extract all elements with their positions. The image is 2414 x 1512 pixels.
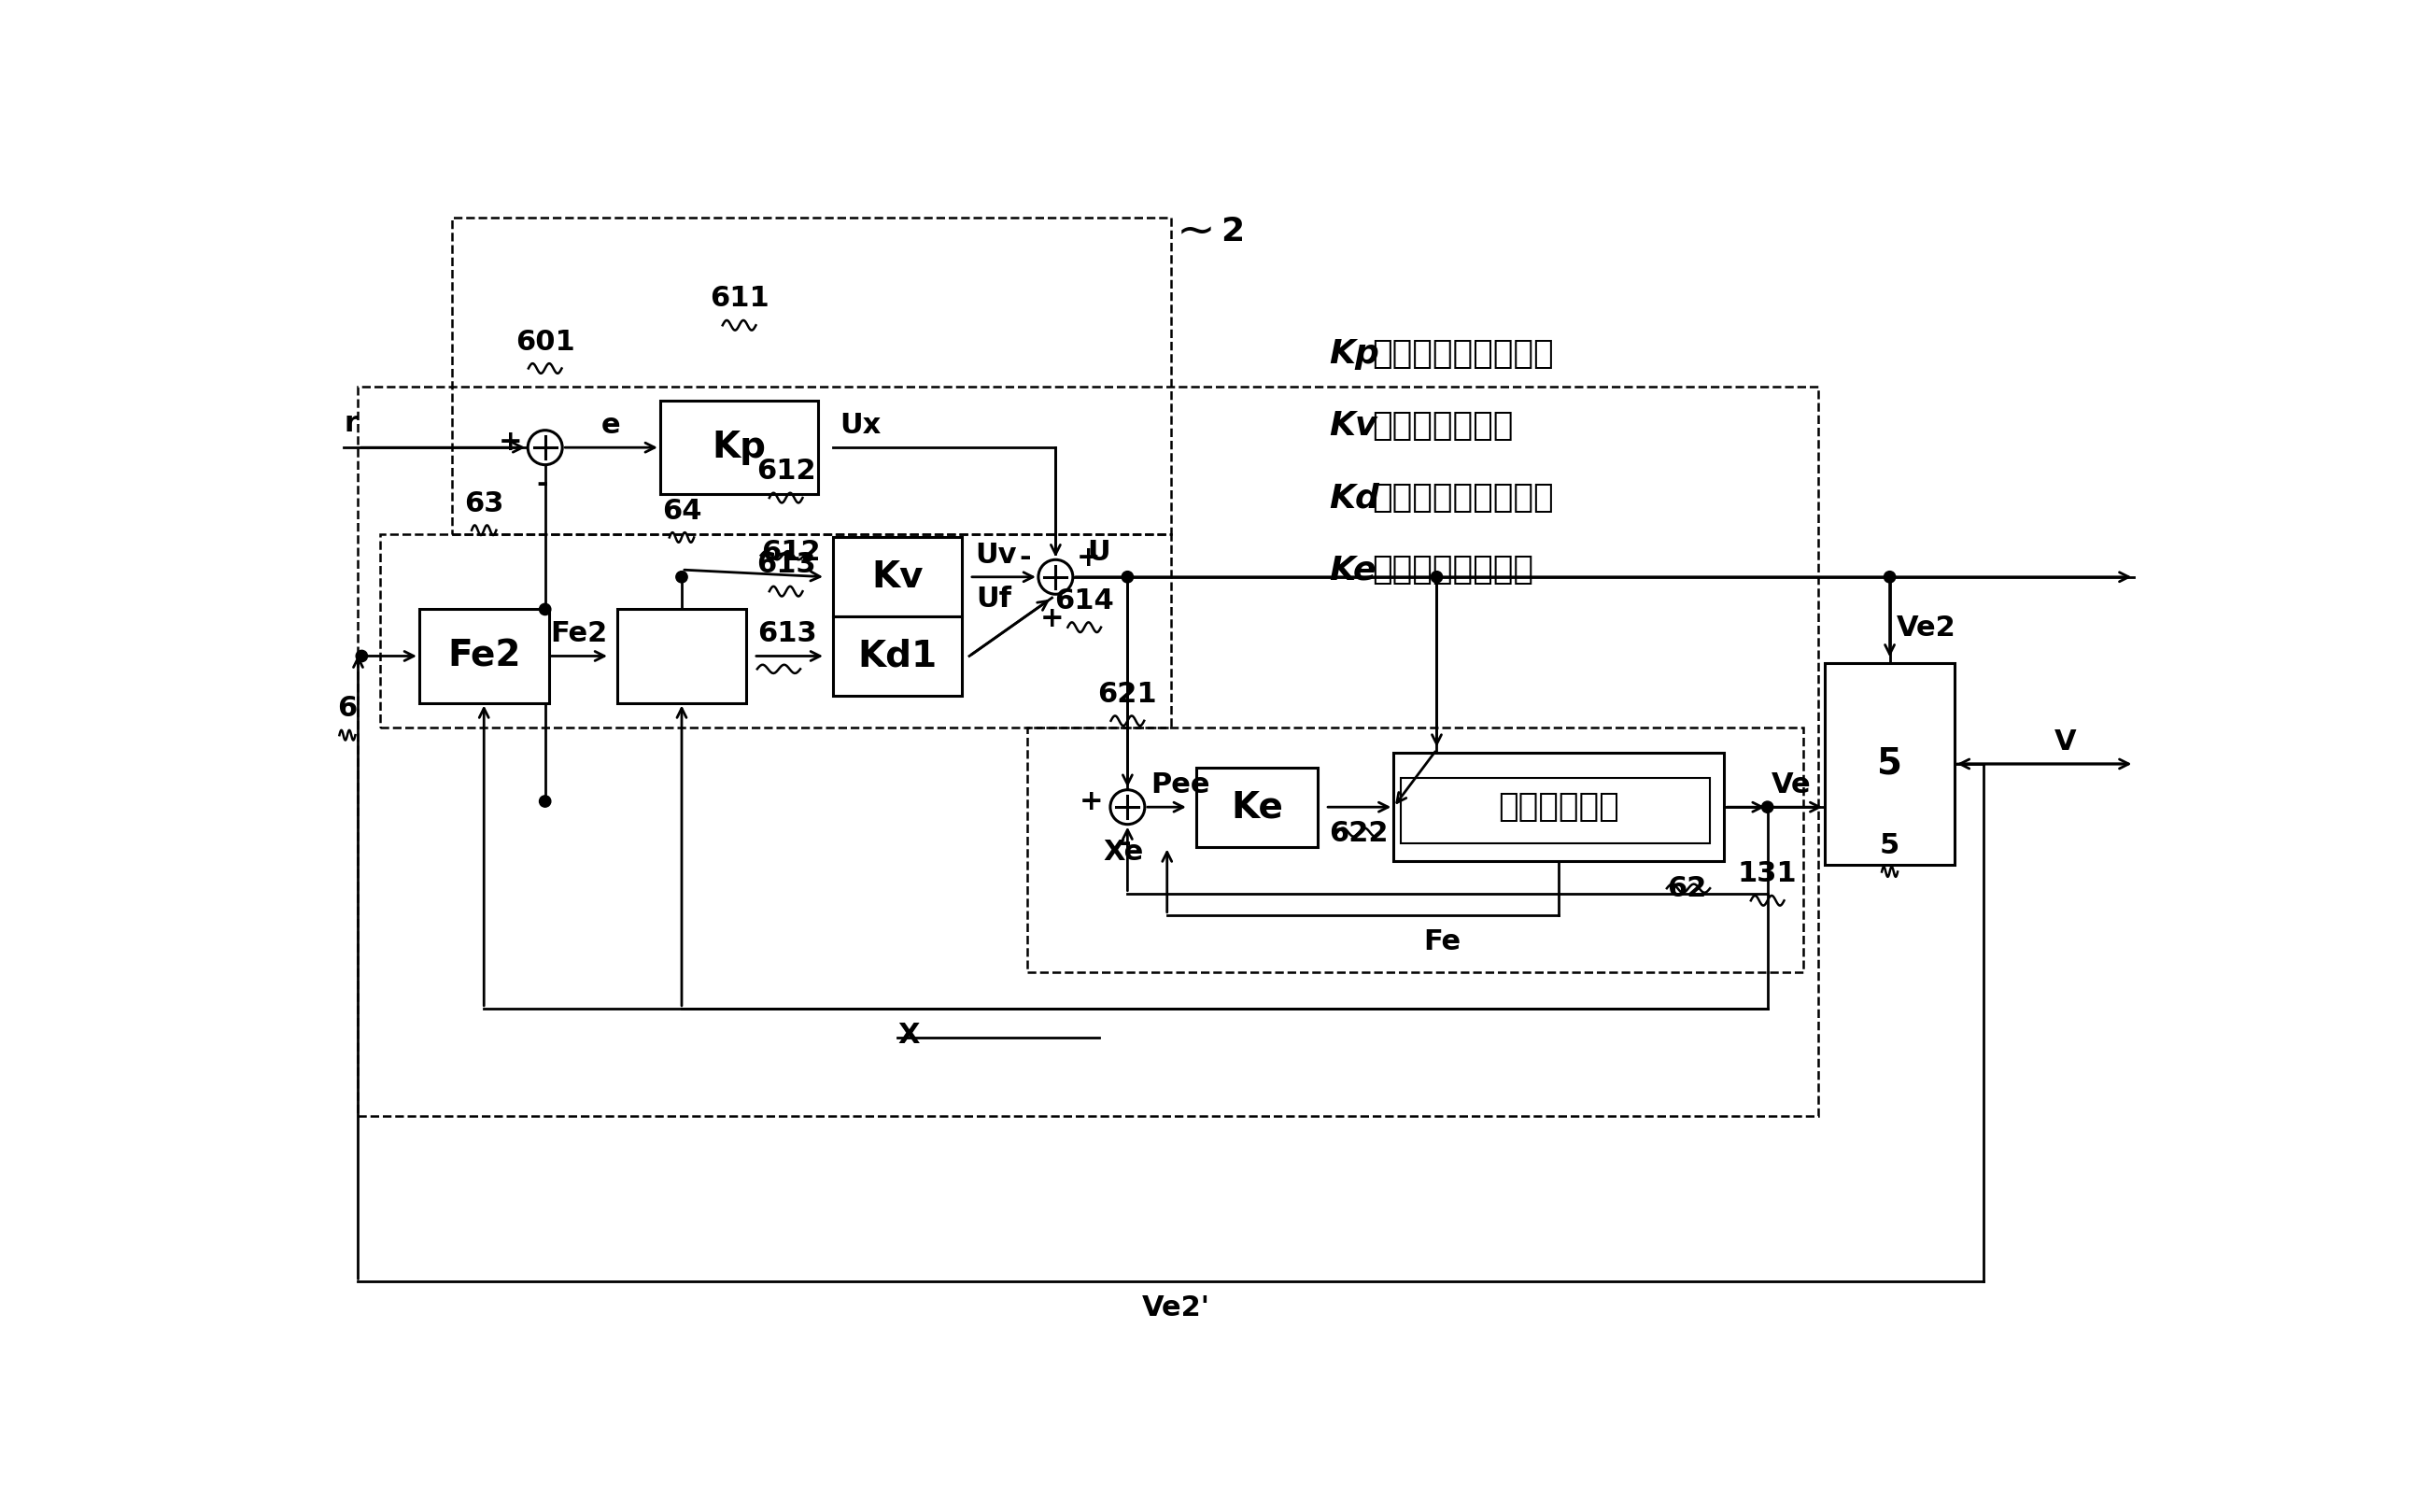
Text: Pee: Pee <box>1151 771 1209 798</box>
Text: e: e <box>601 411 620 438</box>
Text: 613: 613 <box>758 620 816 647</box>
Text: 613: 613 <box>756 552 816 579</box>
Bar <box>420 609 548 703</box>
Circle shape <box>529 431 562 464</box>
Text: X: X <box>898 1022 920 1048</box>
Text: 622: 622 <box>1330 820 1388 847</box>
Bar <box>833 537 963 617</box>
Circle shape <box>676 572 688 582</box>
Bar <box>1026 727 1803 972</box>
Text: 5: 5 <box>1878 747 1902 782</box>
Text: 614: 614 <box>1055 587 1115 614</box>
Circle shape <box>1123 572 1132 582</box>
Text: ：速度反馈增益: ：速度反馈增益 <box>1371 410 1514 442</box>
Bar <box>1400 779 1709 844</box>
Text: -: - <box>1019 544 1031 572</box>
Text: 64: 64 <box>661 497 702 525</box>
Text: +: + <box>1079 788 1103 815</box>
Text: Fe2: Fe2 <box>550 620 608 647</box>
Circle shape <box>1110 789 1144 824</box>
Bar <box>1825 664 1955 865</box>
Circle shape <box>538 795 550 807</box>
Text: 62: 62 <box>1666 875 1707 903</box>
Text: +: + <box>497 429 521 457</box>
Text: V: V <box>2054 729 2076 756</box>
Text: 612: 612 <box>760 540 821 565</box>
Text: Kp: Kp <box>1328 339 1378 370</box>
Text: 612: 612 <box>756 458 816 485</box>
Text: Kv: Kv <box>871 559 922 594</box>
Text: 601: 601 <box>514 328 575 355</box>
Text: Fe2: Fe2 <box>447 638 521 674</box>
Text: Ke: Ke <box>1231 789 1282 826</box>
Circle shape <box>355 650 367 662</box>
Text: Kd: Kd <box>1328 482 1378 514</box>
Text: Kp: Kp <box>712 429 765 466</box>
Bar <box>1393 753 1724 860</box>
Circle shape <box>1432 572 1444 582</box>
Bar <box>618 609 746 703</box>
Text: Kv: Kv <box>1328 410 1376 442</box>
Text: 控制对象模块: 控制对象模块 <box>1499 791 1620 823</box>
Text: ：位置误差反馈增益: ：位置误差反馈增益 <box>1371 339 1555 370</box>
Circle shape <box>1762 801 1774 813</box>
Text: Ux: Ux <box>840 411 881 438</box>
Text: Xe: Xe <box>1103 839 1144 866</box>
Text: Uf: Uf <box>978 585 1011 612</box>
Text: +: + <box>1077 544 1101 572</box>
Bar <box>659 401 818 494</box>
Text: ：状态推定部增益: ：状态推定部增益 <box>1371 553 1533 585</box>
Text: 621: 621 <box>1098 680 1156 708</box>
Circle shape <box>1883 572 1895 582</box>
Text: 63: 63 <box>463 490 505 517</box>
Text: 6: 6 <box>338 696 357 723</box>
Text: Kd1: Kd1 <box>857 638 937 674</box>
Text: 5: 5 <box>1881 832 1900 859</box>
Text: ：力干扰量前馈增益: ：力干扰量前馈增益 <box>1371 482 1555 514</box>
Circle shape <box>538 603 550 615</box>
Bar <box>833 617 963 696</box>
Bar <box>379 534 1171 727</box>
Text: U: U <box>1086 540 1110 565</box>
Text: 131: 131 <box>1738 860 1796 888</box>
Text: Ke: Ke <box>1328 553 1376 585</box>
Text: 2: 2 <box>1221 216 1246 248</box>
Text: Ve2': Ve2' <box>1142 1294 1209 1321</box>
Bar <box>451 218 1171 534</box>
Text: ~: ~ <box>1176 209 1214 254</box>
Text: Uv: Uv <box>975 541 1016 569</box>
Text: r: r <box>343 410 357 437</box>
Bar <box>1195 768 1318 847</box>
Circle shape <box>1038 559 1072 594</box>
Bar <box>357 387 1818 1116</box>
Text: Ve: Ve <box>1772 771 1810 798</box>
Text: -: - <box>536 470 548 497</box>
Text: -: - <box>1118 830 1130 857</box>
Text: Ve2: Ve2 <box>1897 614 1955 641</box>
Text: 611: 611 <box>710 286 770 313</box>
Text: +: + <box>1040 605 1065 632</box>
Text: Fe: Fe <box>1422 928 1460 956</box>
